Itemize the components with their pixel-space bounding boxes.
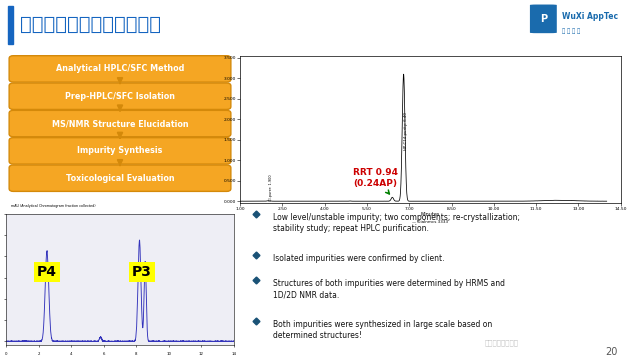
FancyBboxPatch shape <box>9 110 231 137</box>
FancyBboxPatch shape <box>9 83 231 109</box>
Bar <box>8 6 13 44</box>
Text: Toxicological Evaluation: Toxicological Evaluation <box>66 174 174 183</box>
Text: Prep-HPLC/SFC Isolation: Prep-HPLC/SFC Isolation <box>65 92 175 101</box>
Text: P: P <box>540 14 547 24</box>
X-axis label: Minutes: Minutes <box>420 213 440 218</box>
Text: mAU (Analytical Chromatogram fraction collected): mAU (Analytical Chromatogram fraction co… <box>11 204 95 208</box>
Text: P3: P3 <box>132 265 152 279</box>
FancyBboxPatch shape <box>9 165 231 191</box>
Text: 20: 20 <box>605 347 618 357</box>
Text: 实例分析：杂质分离和鉴别: 实例分析：杂质分离和鉴别 <box>20 15 161 34</box>
Text: Analytical HPLC/SFC Method: Analytical HPLC/SFC Method <box>56 64 184 73</box>
Text: Cl-purer: 1.900: Cl-purer: 1.900 <box>269 174 273 201</box>
Text: — Dialnmcs 3333: — Dialnmcs 3333 <box>412 220 449 224</box>
Text: RRT 0.94
(0.24AP): RRT 0.94 (0.24AP) <box>353 168 398 194</box>
Text: Both impurities were synthesized in large scale based on
determined structures!: Both impurities were synthesized in larg… <box>273 320 493 340</box>
Text: MS/NMR Structure Elucidation: MS/NMR Structure Elucidation <box>52 119 188 128</box>
Text: Isolated impurities were confirmed by client.: Isolated impurities were confirmed by cl… <box>273 254 445 263</box>
Text: HP-C14 purity: 6.40: HP-C14 purity: 6.40 <box>404 113 408 150</box>
Text: WuXi AppTec: WuXi AppTec <box>562 11 618 20</box>
Text: P4: P4 <box>37 265 57 279</box>
Text: Low level/unstable impurity; two components; re-crystallization;
stability study: Low level/unstable impurity; two compone… <box>273 213 520 233</box>
Text: Impurity Synthesis: Impurity Synthesis <box>77 146 163 155</box>
Text: Structures of both impurities were determined by HRMS and
1D/2D NMR data.: Structures of both impurities were deter… <box>273 279 506 299</box>
FancyBboxPatch shape <box>9 56 231 82</box>
FancyBboxPatch shape <box>9 137 231 164</box>
Text: 医药研发社交平台: 医药研发社交平台 <box>484 340 518 346</box>
Text: 药 明 康 德: 药 明 康 德 <box>562 28 580 34</box>
FancyBboxPatch shape <box>530 5 557 33</box>
